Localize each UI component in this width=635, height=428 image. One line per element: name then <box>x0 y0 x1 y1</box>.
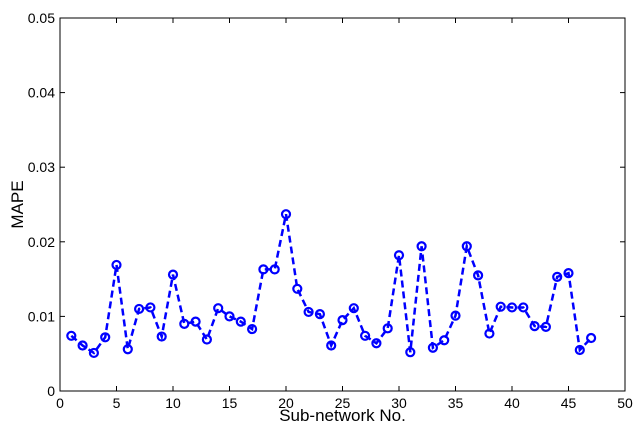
data-point <box>552 271 563 282</box>
x-tick-label: 0 <box>56 395 64 411</box>
x-tick-label: 25 <box>335 395 351 411</box>
data-point <box>326 340 337 351</box>
data-point <box>179 318 190 329</box>
data-point <box>371 338 382 349</box>
x-tick-label: 35 <box>448 395 464 411</box>
data-point <box>348 303 359 314</box>
y-tick-label: 0.05 <box>28 10 55 26</box>
x-axis-ticks: 0 5 10 15 20 25 30 35 40 45 50 <box>56 18 633 411</box>
data-point <box>574 344 585 356</box>
data-point <box>280 209 292 220</box>
data-point <box>88 347 100 359</box>
data-point <box>269 264 280 275</box>
y-tick-label: 0 <box>47 383 55 399</box>
data-point <box>416 241 427 252</box>
data-point <box>66 330 77 341</box>
data-point <box>529 320 540 332</box>
data-point <box>134 303 145 315</box>
x-tick-label: 10 <box>165 395 181 411</box>
y-tick-label: 0.03 <box>28 159 55 175</box>
data-point <box>100 332 111 343</box>
data-point <box>461 241 472 252</box>
data-point <box>303 306 314 318</box>
data-point <box>292 283 303 294</box>
x-tick-label: 50 <box>617 395 633 411</box>
data-point <box>314 309 325 320</box>
x-tick-label: 40 <box>504 395 520 411</box>
y-tick-label: 0.02 <box>28 234 55 250</box>
data-point <box>427 342 438 353</box>
data-point <box>393 250 405 261</box>
data-point <box>585 332 597 344</box>
data-point <box>360 330 371 341</box>
data-point <box>439 335 450 346</box>
x-tick-label: 45 <box>561 395 577 411</box>
data-point <box>235 316 246 327</box>
series-layer <box>66 209 597 359</box>
x-tick-label: 15 <box>222 395 238 411</box>
y-tick-label: 0.04 <box>28 85 55 101</box>
data-point <box>450 310 461 321</box>
x-tick-label: 20 <box>278 395 294 411</box>
data-point <box>167 269 179 280</box>
data-point <box>190 316 201 327</box>
x-axis-title: Sub-network No. <box>279 406 406 425</box>
data-point <box>382 323 393 334</box>
data-point <box>247 323 258 335</box>
data-point <box>484 328 495 339</box>
data-point <box>405 347 416 358</box>
y-axis-ticks: 0 0.01 0.02 0.03 0.04 0.05 <box>28 10 625 399</box>
data-point <box>337 315 348 326</box>
plot-area <box>59 17 626 392</box>
data-point <box>156 331 167 342</box>
data-point <box>111 259 122 271</box>
x-tick-label: 5 <box>113 395 121 411</box>
x-tick-label: 30 <box>391 395 407 411</box>
data-point <box>145 302 156 313</box>
data-point <box>563 268 574 279</box>
data-point <box>495 301 506 312</box>
series-line <box>70 213 593 355</box>
data-point <box>506 302 518 313</box>
data-point <box>77 340 88 351</box>
data-point <box>518 302 529 313</box>
data-point <box>258 264 269 275</box>
data-point <box>122 344 133 355</box>
y-axis-title: MAPE <box>8 180 27 228</box>
data-point <box>540 321 552 332</box>
data-point <box>224 311 235 322</box>
data-point <box>201 334 212 345</box>
y-tick-label: 0.01 <box>28 308 55 324</box>
data-point <box>473 270 484 281</box>
data-point <box>213 303 224 314</box>
